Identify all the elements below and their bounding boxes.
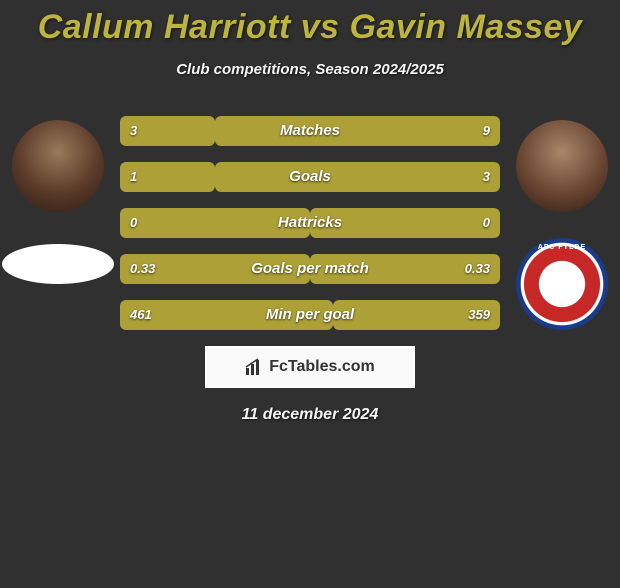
player1-name: Callum Harriott: [38, 8, 291, 46]
vs-separator: vs: [301, 8, 340, 46]
comparison-date: 11 december 2024: [0, 406, 620, 424]
stat-bar-left: [120, 300, 333, 330]
stat-bar-right: [215, 162, 500, 192]
player2-avatar: [516, 120, 608, 212]
player1-club-badge: [2, 244, 114, 284]
player2-name: Gavin Massey: [350, 8, 583, 46]
stat-bar-left: [120, 254, 310, 284]
stat-bar-left: [120, 116, 215, 146]
stat-bar-right: [215, 116, 500, 146]
stat-row: Matches39: [120, 116, 500, 146]
stat-bars-container: Matches39 Goals13 Hattricks00 Goals per mat…: [120, 108, 500, 330]
stat-row: Goals13: [120, 162, 500, 192]
stat-bar-right: [310, 254, 500, 284]
stat-bar-right: [310, 208, 500, 238]
branding-box: FcTables.com: [205, 346, 415, 388]
player2-club-badge: [516, 238, 608, 330]
stat-row: Hattricks00: [120, 208, 500, 238]
stat-row: Min per goal461359: [120, 300, 500, 330]
season-subtitle: Club competitions, Season 2024/2025: [0, 61, 620, 78]
stat-bar-right: [333, 300, 500, 330]
stat-bar-left: [120, 208, 310, 238]
chart-icon: [245, 358, 263, 376]
stat-bar-left: [120, 162, 215, 192]
comparison-title: Callum Harriott vs Gavin Massey: [0, 8, 620, 47]
stat-row: Goals per match0.330.33: [120, 254, 500, 284]
branding-text: FcTables.com: [269, 358, 375, 376]
comparison-content: Matches39 Goals13 Hattricks00 Goals per mat…: [0, 108, 620, 438]
player1-avatar: [12, 120, 104, 212]
